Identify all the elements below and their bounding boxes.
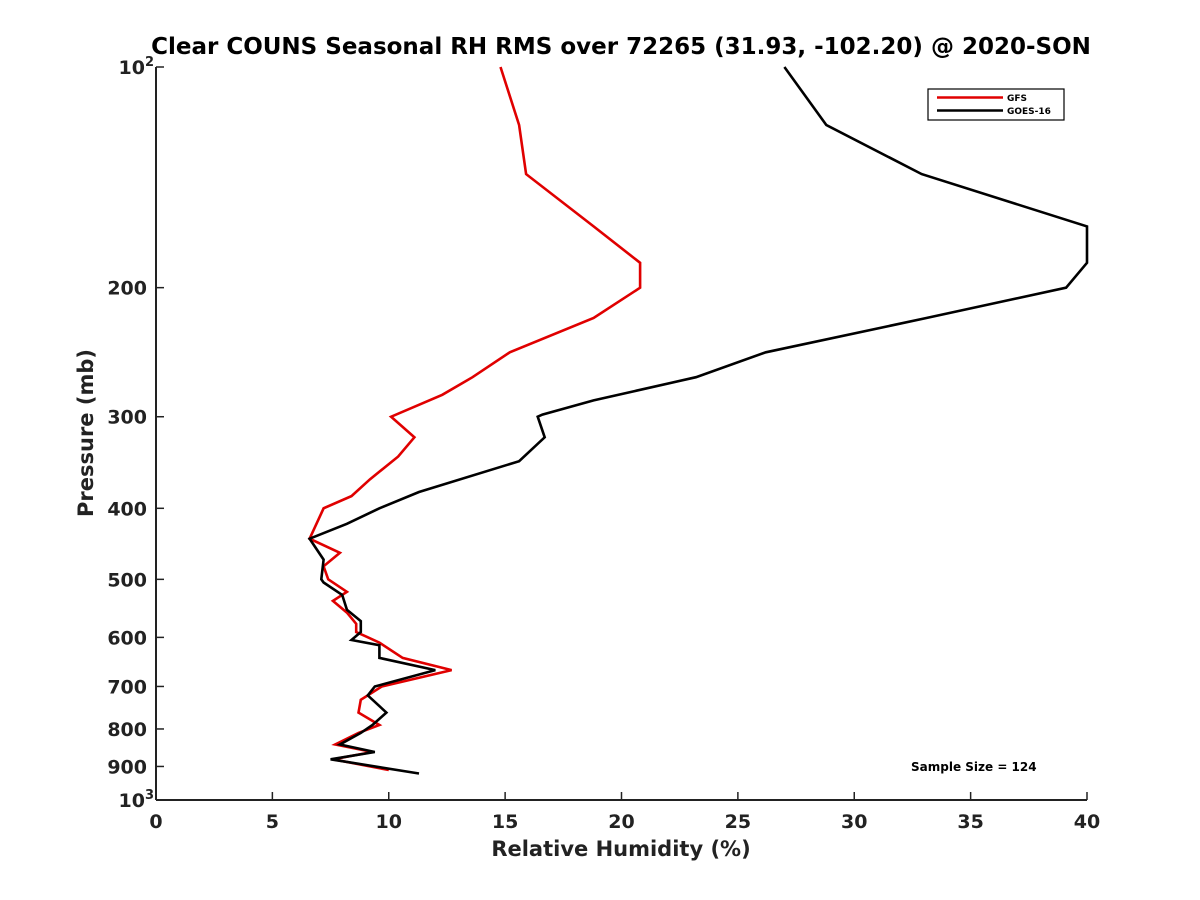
axes [155,67,1087,801]
y-tick-label: 800 [107,719,147,741]
x-tick-label: 10 [376,811,402,833]
y-axis-label: Pressure (mb) [74,349,98,517]
plot-area [307,66,1089,775]
y-tick-label: 102 [119,55,155,79]
y-tick-label: 500 [107,569,147,591]
x-tick-label: 25 [725,811,751,833]
x-axis-label: Relative Humidity (%) [491,837,750,861]
series-line-goes16 [307,66,1089,775]
y-tick-label: 300 [107,407,147,429]
x-tick-label: 0 [149,811,162,833]
x-tick-label: 40 [1074,811,1100,833]
y-tick-label: 103 [119,788,155,812]
sample-size-annotation: Sample Size = 124 [911,760,1037,774]
y-tick-label: 200 [107,278,147,300]
y-tick-label: 400 [107,498,147,520]
x-tick-label: 20 [608,811,634,833]
y-tick-label: 900 [107,756,147,778]
legend-label-goes16: GOES-16 [1007,107,1051,117]
y-tick-label: 700 [107,676,147,698]
y-ticks: 102 200 300 400 500 600 700 800 900 103 [107,55,164,812]
legend-box [927,88,1065,121]
chart-title: Clear COUNS Seasonal RH RMS over 72265 (… [151,34,1091,60]
x-tick-label: 30 [841,811,867,833]
series-line-gfs [307,66,642,772]
x-tick-label: 5 [266,811,279,833]
legend[interactable]: GFS GOES-16 [927,88,1065,121]
y-tick-label: 600 [107,627,147,649]
x-tick-label: 35 [957,811,983,833]
x-ticks: 0 5 10 15 20 25 30 35 40 [149,792,1100,833]
x-tick-label: 15 [492,811,518,833]
legend-label-gfs: GFS [1007,94,1027,104]
